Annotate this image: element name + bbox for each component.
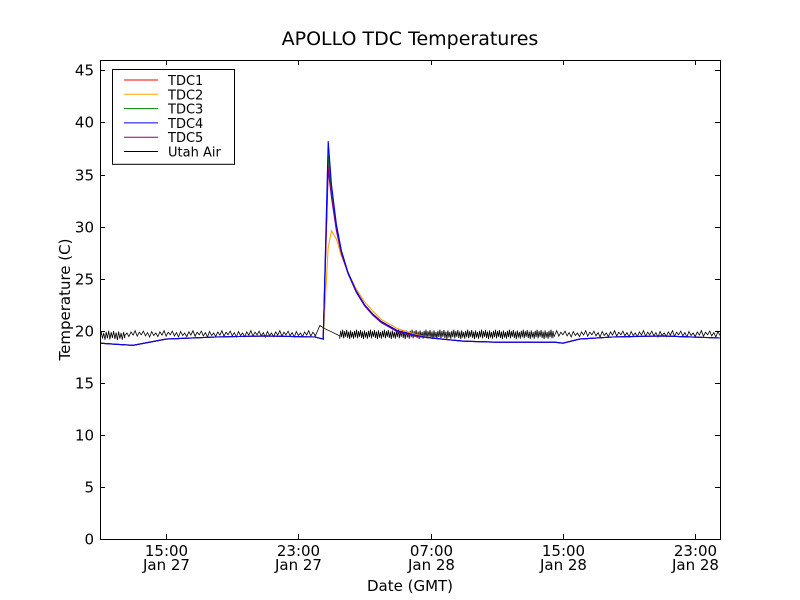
y-tick-label: 15 — [75, 375, 94, 393]
series-line-utah-air — [100, 324, 720, 341]
y-tick-label: 25 — [75, 271, 94, 289]
x-tick-label-time: 23:00 — [277, 542, 320, 560]
legend-label: TDC1 — [167, 74, 203, 89]
legend-label: TDC2 — [167, 88, 203, 103]
series-layer — [100, 141, 720, 346]
plot-frame — [100, 60, 721, 540]
x-tick-label-time: 23:00 — [674, 542, 717, 560]
chart-title: APOLLO TDC Temperatures — [282, 28, 539, 50]
x-axis-label: Date (GMT) — [367, 577, 453, 595]
y-tick-label: 40 — [75, 114, 94, 132]
legend-label: Utah Air — [168, 146, 221, 161]
x-tick-label-time: 15:00 — [145, 542, 188, 560]
y-tick-label: 45 — [75, 62, 94, 80]
y-tick-label: 30 — [75, 219, 94, 237]
legend-label: TDC5 — [167, 131, 203, 146]
y-tick-label: 5 — [84, 479, 94, 497]
series-line-tdc4 — [100, 141, 720, 346]
y-axis: 0 5 10 15 20 25 30 35 40 45 — [75, 62, 720, 549]
x-tick-label-time: 07:00 — [410, 542, 453, 560]
legend-label: TDC3 — [167, 103, 203, 118]
y-tick-label: 35 — [75, 167, 94, 185]
y-tick-label: 20 — [75, 323, 94, 341]
y-tick-label: 0 — [84, 531, 94, 549]
x-tick-label-time: 15:00 — [542, 542, 585, 560]
x-tick-label-date: Jan 28 — [407, 556, 455, 574]
y-axis-label: Temperature (C) — [56, 239, 74, 362]
x-tick-label-date: Jan 28 — [671, 556, 719, 574]
x-tick-label-date: Jan 27 — [274, 556, 322, 574]
legend-label: TDC4 — [167, 117, 203, 132]
legend-frame — [112, 69, 235, 165]
x-tick-label-date: Jan 27 — [142, 556, 190, 574]
y-tick-label: 10 — [75, 427, 94, 445]
x-tick-label-date: Jan 28 — [539, 556, 587, 574]
